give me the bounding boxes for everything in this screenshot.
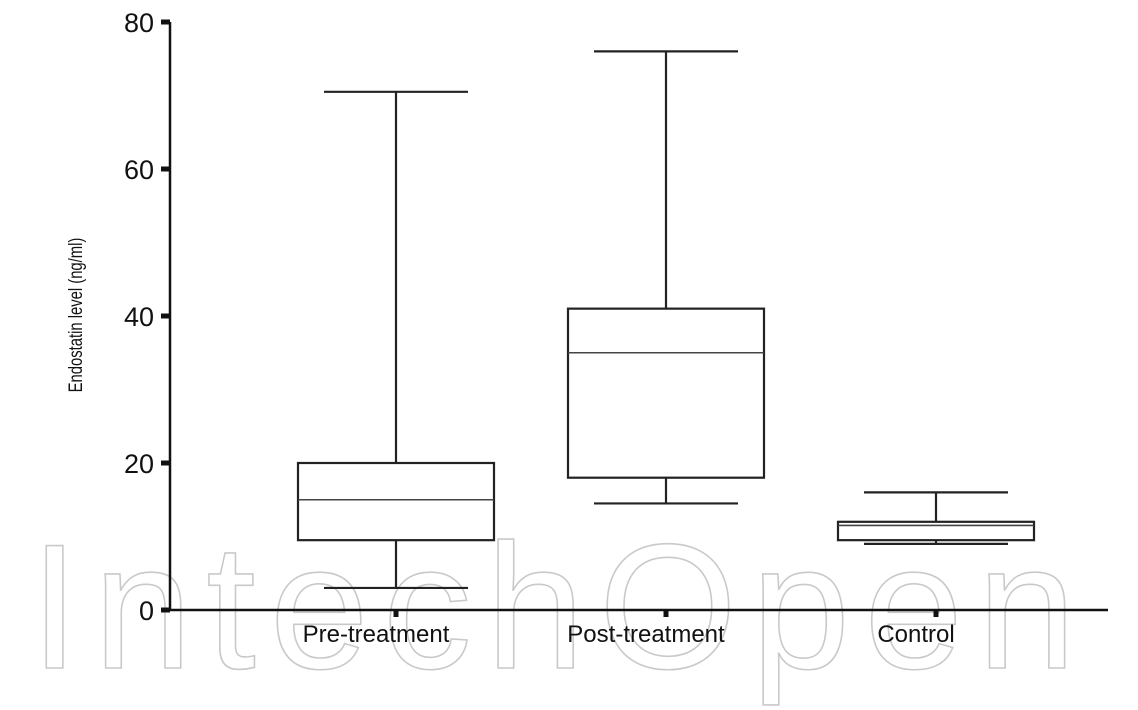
box-group — [836, 491, 1036, 545]
y-tick-label: 60 — [124, 155, 154, 185]
iqr-box — [566, 307, 766, 479]
axes — [161, 19, 1108, 617]
labels: Endostatin level (ng/ml) 0 20 40 60 80 Pre-tr… — [65, 8, 954, 648]
y-tick-label: 0 — [139, 596, 154, 626]
y-tick-label: 40 — [124, 302, 154, 332]
box-group — [296, 90, 496, 590]
boxes — [296, 50, 1036, 590]
y-axis-title: Endostatin level (ng/ml) — [65, 238, 86, 393]
y-tick-label: 20 — [124, 449, 154, 479]
x-tick-label: Control — [877, 621, 954, 648]
box-group — [566, 50, 766, 505]
iqr-box — [296, 461, 496, 542]
y-tick-label: 80 — [124, 8, 154, 38]
iqr-box — [836, 520, 1036, 542]
x-tick-label: Pre-treatment — [303, 621, 450, 648]
x-tick-label: Post-treatment — [567, 621, 725, 648]
